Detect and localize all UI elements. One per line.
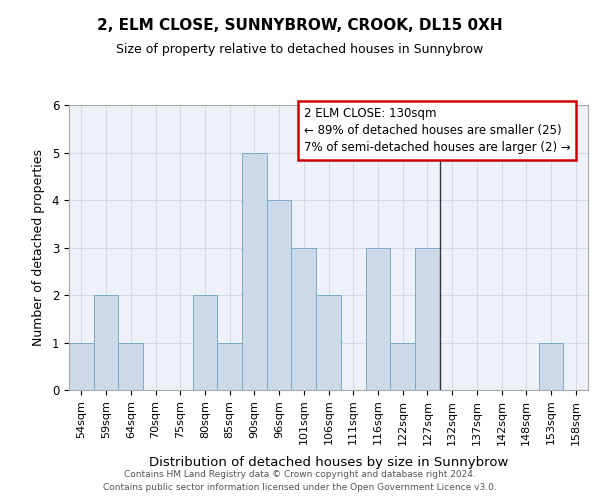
Bar: [292, 248, 316, 390]
Bar: [365, 248, 390, 390]
Bar: [94, 295, 118, 390]
Text: Size of property relative to detached houses in Sunnybrow: Size of property relative to detached ho…: [116, 42, 484, 56]
Bar: [539, 342, 563, 390]
Bar: [69, 342, 94, 390]
Bar: [267, 200, 292, 390]
Bar: [217, 342, 242, 390]
Bar: [390, 342, 415, 390]
Bar: [193, 295, 217, 390]
Bar: [316, 295, 341, 390]
Text: 2, ELM CLOSE, SUNNYBROW, CROOK, DL15 0XH: 2, ELM CLOSE, SUNNYBROW, CROOK, DL15 0XH: [97, 18, 503, 32]
X-axis label: Distribution of detached houses by size in Sunnybrow: Distribution of detached houses by size …: [149, 456, 508, 469]
Bar: [415, 248, 440, 390]
Text: Contains HM Land Registry data © Crown copyright and database right 2024.: Contains HM Land Registry data © Crown c…: [124, 470, 476, 479]
Bar: [118, 342, 143, 390]
Text: Contains public sector information licensed under the Open Government Licence v3: Contains public sector information licen…: [103, 482, 497, 492]
Bar: [242, 152, 267, 390]
Text: 2 ELM CLOSE: 130sqm
← 89% of detached houses are smaller (25)
7% of semi-detache: 2 ELM CLOSE: 130sqm ← 89% of detached ho…: [304, 108, 571, 154]
Y-axis label: Number of detached properties: Number of detached properties: [32, 149, 45, 346]
